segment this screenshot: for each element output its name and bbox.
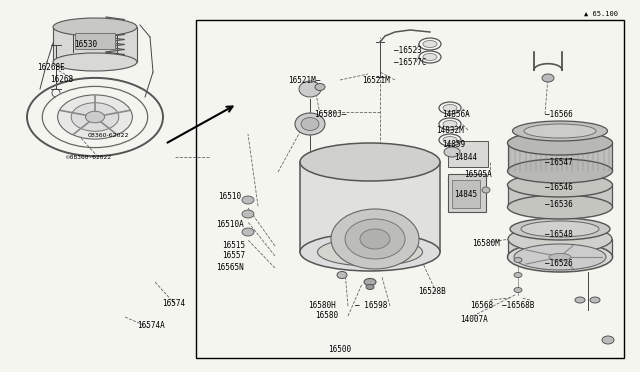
Ellipse shape: [513, 121, 607, 141]
Bar: [75, 33, 115, 49]
Ellipse shape: [549, 253, 571, 260]
Text: 14844: 14844: [454, 153, 477, 161]
Bar: [508, 239, 612, 257]
Ellipse shape: [514, 257, 522, 263]
Bar: [300, 162, 440, 252]
Text: 16557: 16557: [222, 251, 245, 260]
Ellipse shape: [53, 18, 137, 36]
Ellipse shape: [508, 131, 612, 155]
Ellipse shape: [242, 196, 254, 204]
Text: –16577C: –16577C: [394, 58, 426, 67]
Ellipse shape: [423, 41, 437, 48]
Text: –16523: –16523: [394, 45, 422, 55]
Ellipse shape: [331, 209, 419, 269]
Text: –16536: –16536: [545, 199, 573, 208]
Text: 14845: 14845: [454, 189, 477, 199]
Ellipse shape: [86, 111, 104, 123]
Ellipse shape: [443, 137, 457, 144]
Text: 16268: 16268: [50, 74, 73, 83]
Text: 16580: 16580: [315, 311, 338, 321]
Ellipse shape: [301, 118, 319, 131]
Text: 14832M: 14832M: [436, 125, 464, 135]
Bar: [452, 180, 480, 208]
Ellipse shape: [524, 124, 596, 138]
Ellipse shape: [514, 244, 606, 270]
Text: 16268E: 16268E: [37, 62, 65, 71]
Text: 16528B: 16528B: [418, 288, 445, 296]
Ellipse shape: [337, 272, 347, 279]
Text: – 16598: – 16598: [355, 301, 387, 311]
Ellipse shape: [575, 297, 585, 303]
Text: 14856A: 14856A: [442, 109, 470, 119]
Ellipse shape: [315, 83, 325, 90]
Ellipse shape: [508, 173, 612, 197]
Bar: [508, 185, 612, 207]
Ellipse shape: [300, 233, 440, 271]
Ellipse shape: [542, 74, 554, 82]
Bar: [508, 143, 612, 171]
Text: 16530: 16530: [74, 39, 97, 48]
Ellipse shape: [514, 288, 522, 292]
Bar: [53, 27, 137, 62]
Text: –16526: –16526: [545, 260, 573, 269]
Text: 16574A: 16574A: [137, 321, 164, 330]
Text: ▲ 65.100: ▲ 65.100: [584, 11, 618, 17]
Ellipse shape: [443, 121, 457, 128]
Ellipse shape: [444, 147, 460, 157]
Bar: [448, 174, 486, 212]
Text: 16515: 16515: [222, 241, 245, 250]
Bar: [196, 20, 624, 358]
Text: –16548: –16548: [545, 230, 573, 238]
Text: 16505A: 16505A: [464, 170, 492, 179]
Ellipse shape: [423, 54, 437, 61]
Ellipse shape: [508, 225, 612, 253]
Ellipse shape: [514, 273, 522, 278]
Ellipse shape: [58, 95, 132, 139]
Ellipse shape: [510, 218, 610, 240]
Ellipse shape: [299, 81, 321, 97]
Text: 16500: 16500: [328, 346, 351, 355]
Text: 16510: 16510: [218, 192, 241, 201]
Ellipse shape: [508, 195, 612, 219]
Text: 14859: 14859: [442, 140, 465, 148]
Ellipse shape: [295, 113, 325, 135]
Ellipse shape: [242, 210, 254, 218]
Ellipse shape: [443, 105, 457, 112]
Text: 16580J–: 16580J–: [314, 109, 346, 119]
Text: 16521M–: 16521M–: [288, 76, 321, 84]
Ellipse shape: [364, 279, 376, 285]
Ellipse shape: [508, 159, 612, 183]
Ellipse shape: [590, 297, 600, 303]
Text: –16546: –16546: [545, 183, 573, 192]
Ellipse shape: [317, 238, 422, 266]
Text: 16574: 16574: [162, 299, 185, 308]
Text: –16547: –16547: [545, 157, 573, 167]
Text: ©08360-62022: ©08360-62022: [66, 154, 111, 160]
Ellipse shape: [71, 103, 119, 131]
Text: 16521M: 16521M: [362, 76, 390, 84]
Text: 16565N: 16565N: [216, 263, 244, 273]
Text: 08360-62022: 08360-62022: [88, 133, 129, 138]
Ellipse shape: [345, 219, 405, 259]
Bar: [448, 141, 488, 167]
Ellipse shape: [366, 285, 374, 289]
Text: 16568: 16568: [470, 301, 493, 311]
Ellipse shape: [53, 53, 137, 71]
Ellipse shape: [242, 228, 254, 236]
Ellipse shape: [602, 336, 614, 344]
Text: 16580H: 16580H: [308, 301, 336, 311]
Text: ©: ©: [78, 129, 88, 139]
Text: 14007A: 14007A: [460, 315, 488, 324]
Ellipse shape: [360, 229, 390, 249]
Text: 16510A: 16510A: [216, 219, 244, 228]
Ellipse shape: [521, 221, 599, 237]
Ellipse shape: [300, 143, 440, 181]
Text: –16566: –16566: [545, 109, 573, 119]
Ellipse shape: [508, 242, 612, 272]
Ellipse shape: [482, 187, 490, 193]
Text: –16568B: –16568B: [502, 301, 534, 311]
Text: 16580M: 16580M: [472, 240, 500, 248]
